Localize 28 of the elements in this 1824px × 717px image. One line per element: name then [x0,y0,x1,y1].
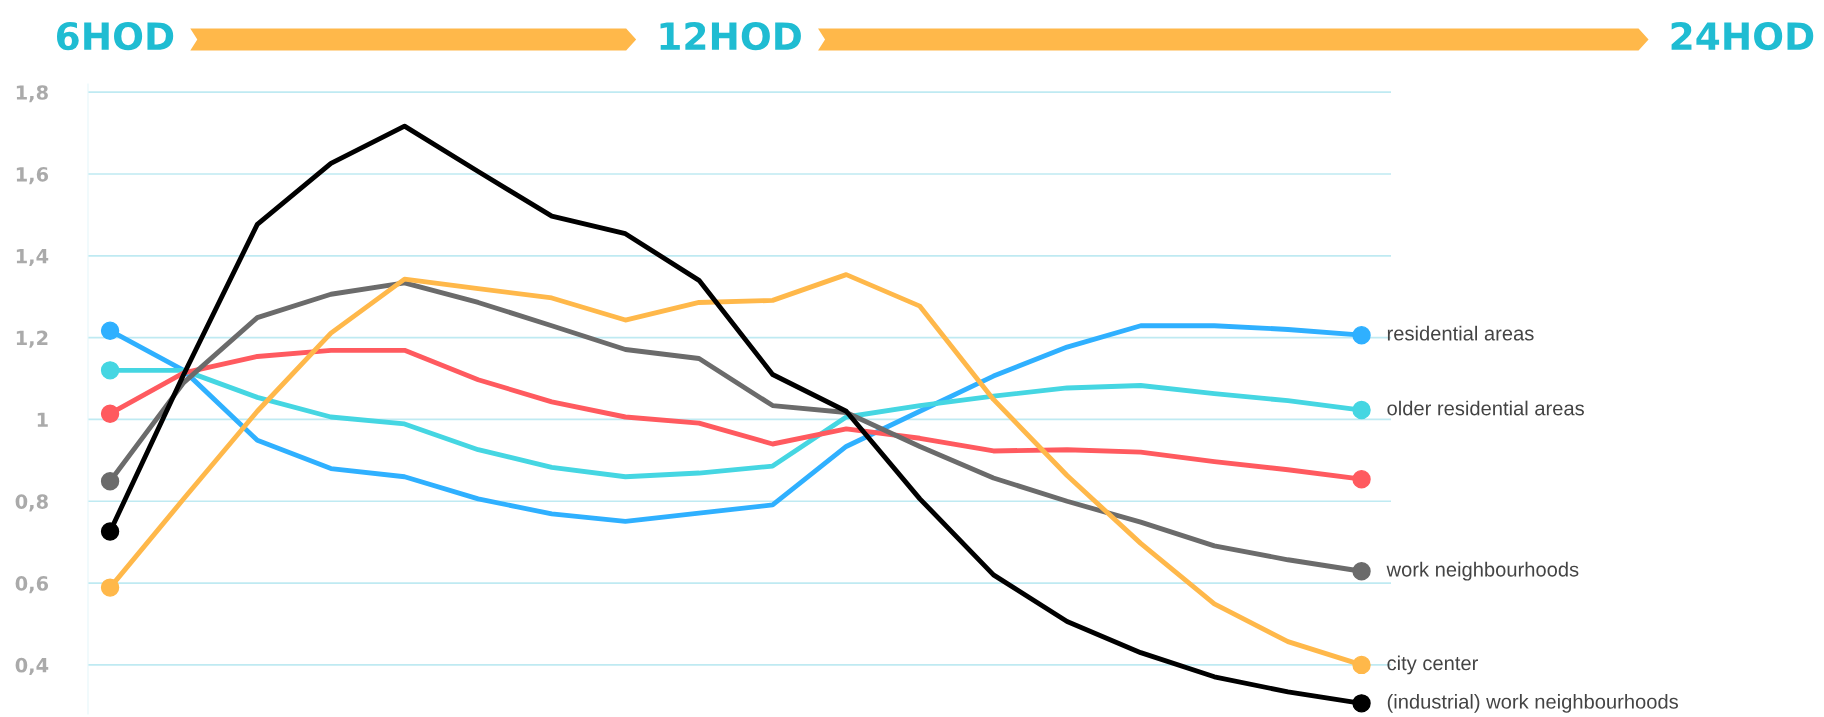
point [100,522,120,541]
point [100,361,120,380]
point [1352,655,1371,675]
point [100,321,120,340]
series-label: city center [1387,655,1478,675]
y-tick-label: 1,8 [16,85,48,103]
y-tick-label: 0,8 [15,494,48,512]
series-label: work neighbourhoods [1386,561,1579,581]
y-tick-label: 1,2 [16,330,48,348]
point [1352,562,1371,581]
point [100,578,120,597]
point [1352,694,1371,713]
point [1352,400,1371,420]
series-label: residential areas [1387,325,1534,341]
y-tick-label: 0,6 [15,576,49,594]
y-tick-label: 1 [37,412,48,427]
point [1352,325,1371,345]
series-label: (industrial) work neighbourhoods [1387,693,1678,713]
text: 12HOD [660,21,801,51]
text: 6HOD [57,21,174,51]
point [100,472,120,491]
y-tick-label: 0,4 [15,657,49,676]
point [1352,469,1371,489]
series-label: older residential areas [1387,400,1584,416]
text: 24HOD [1671,21,1814,51]
point [100,404,120,423]
y-tick-label: 1,4 [16,249,49,266]
y-tick-label: 1,6 [16,166,49,185]
